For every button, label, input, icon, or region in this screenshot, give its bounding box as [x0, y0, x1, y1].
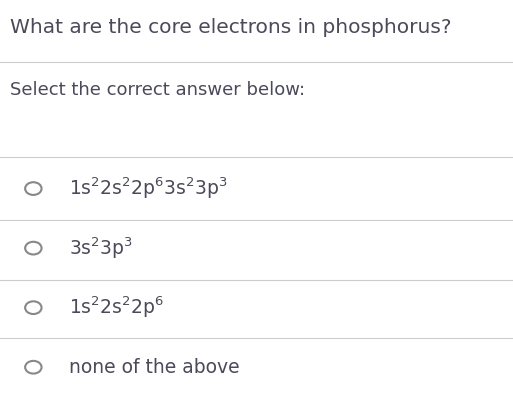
Text: What are the core electrons in phosphorus?: What are the core electrons in phosphoru… — [10, 18, 452, 37]
Text: 3s$^2$3p$^3$: 3s$^2$3p$^3$ — [69, 235, 133, 261]
Text: none of the above: none of the above — [69, 358, 240, 377]
Text: Select the correct answer below:: Select the correct answer below: — [10, 81, 305, 99]
Text: 1s$^2$2s$^2$2p$^6$: 1s$^2$2s$^2$2p$^6$ — [69, 295, 164, 320]
Text: 1s$^2$2s$^2$2p$^6$3s$^2$3p$^3$: 1s$^2$2s$^2$2p$^6$3s$^2$3p$^3$ — [69, 176, 228, 201]
